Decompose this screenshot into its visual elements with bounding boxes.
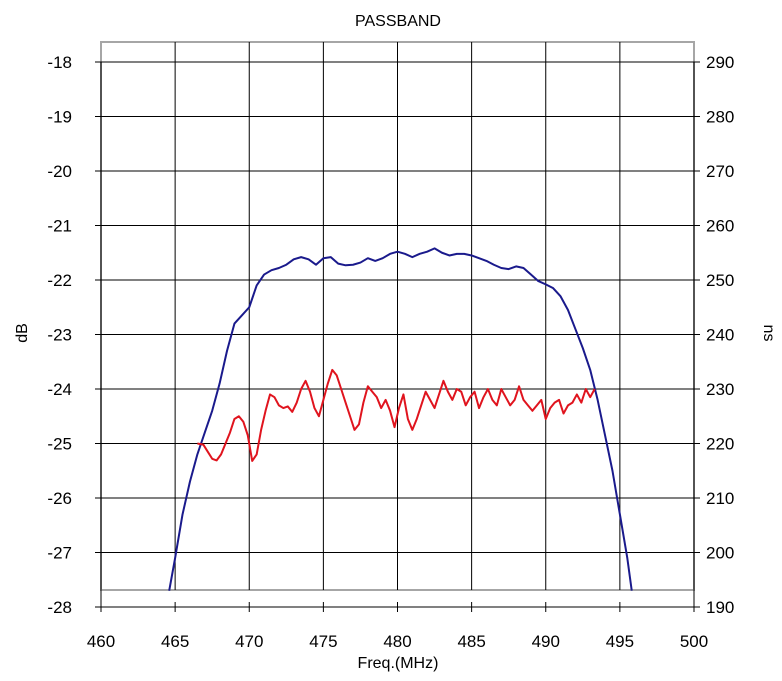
- x-tick-label: 495: [606, 632, 634, 651]
- series: [168, 247, 633, 591]
- y2-axis-title: ns: [760, 325, 777, 342]
- y-tick-label: -19: [47, 108, 72, 127]
- amplitude-series-line: [168, 247, 633, 591]
- y-tick-label: -25: [47, 435, 72, 454]
- y-tick-label: -27: [47, 544, 72, 563]
- x-tick-label: 485: [457, 632, 485, 651]
- y2-tick-label: 270: [706, 162, 734, 181]
- y-tick-label: -18: [47, 53, 72, 72]
- x-tick-label: 500: [680, 632, 708, 651]
- y2-tick-label: 240: [706, 326, 734, 345]
- y-tick-label: -24: [47, 380, 72, 399]
- x-tick-label: 470: [235, 632, 263, 651]
- delay-series-line: [197, 368, 596, 462]
- axes: [95, 61, 700, 612]
- y2-tick-label: 220: [706, 435, 734, 454]
- x-tick-label: 480: [383, 632, 411, 651]
- x-tick-label: 460: [87, 632, 115, 651]
- y-tick-label: -20: [47, 162, 72, 181]
- x-tick-label: 465: [161, 632, 189, 651]
- y-tick-label: -21: [47, 217, 72, 236]
- y2-tick-label: 290: [706, 53, 734, 72]
- x-axis-title: Freq.(MHz): [358, 655, 439, 672]
- y2-tick-label: 190: [706, 598, 734, 617]
- x-tick-label: 475: [309, 632, 337, 651]
- y-tick-label: -26: [47, 489, 72, 508]
- chart-title: PASSBAND: [355, 13, 441, 30]
- x-tick-label: 490: [532, 632, 560, 651]
- labels: 460 465 470 475 480 485 490 495 500 -18 -19 -20 -21 -…: [47, 53, 734, 651]
- y-tick-label: -28: [47, 598, 72, 617]
- y-tick-label: -23: [47, 326, 72, 345]
- y-tick-label: -22: [47, 271, 72, 290]
- y2-tick-label: 250: [706, 271, 734, 290]
- y2-tick-label: 280: [706, 108, 734, 127]
- y2-tick-label: 260: [706, 217, 734, 236]
- y-axis-title: dB: [14, 323, 31, 343]
- grid: [101, 42, 694, 590]
- y2-tick-label: 230: [706, 380, 734, 399]
- y2-tick-label: 200: [706, 544, 734, 563]
- y2-tick-label: 210: [706, 489, 734, 508]
